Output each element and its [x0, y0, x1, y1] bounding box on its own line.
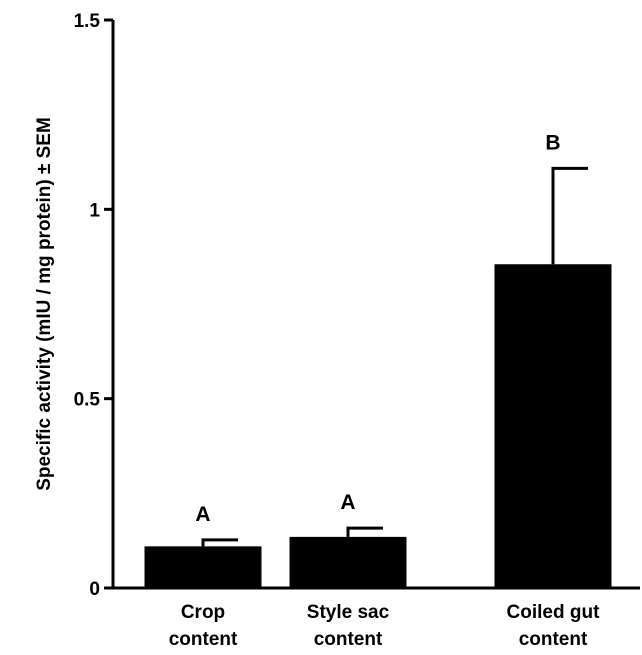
bar [494, 264, 612, 588]
y-axis-title: Specific activity (mIU / mg protein) ± S… [34, 117, 55, 491]
y-tick-label: 0 [89, 579, 100, 600]
category-label: Style sac [307, 602, 390, 623]
category-label: content [519, 629, 588, 650]
bar [144, 546, 262, 588]
y-tick-label: 1 [89, 200, 100, 221]
bar [289, 536, 407, 588]
significance-label: A [195, 503, 210, 526]
significance-label: B [545, 131, 560, 154]
y-ticks: 0 0.5 1 1.5 [74, 11, 113, 600]
category-label: content [314, 629, 383, 650]
category-label: Coiled gut [507, 602, 601, 623]
category-label: Crop [181, 602, 225, 623]
category-labels: Crop content Style sac content Coiled gut con… [169, 602, 600, 650]
error-bars [201, 166, 588, 547]
significance-labels: A A B [195, 131, 560, 525]
y-axis-title-group: Specific activity (mIU / mg protein) ± S… [34, 117, 55, 491]
significance-label: A [340, 491, 355, 514]
bars [144, 264, 612, 588]
y-tick-label: 1.5 [74, 11, 101, 32]
category-label: content [169, 629, 238, 650]
y-tick-label: 0.5 [74, 390, 101, 411]
